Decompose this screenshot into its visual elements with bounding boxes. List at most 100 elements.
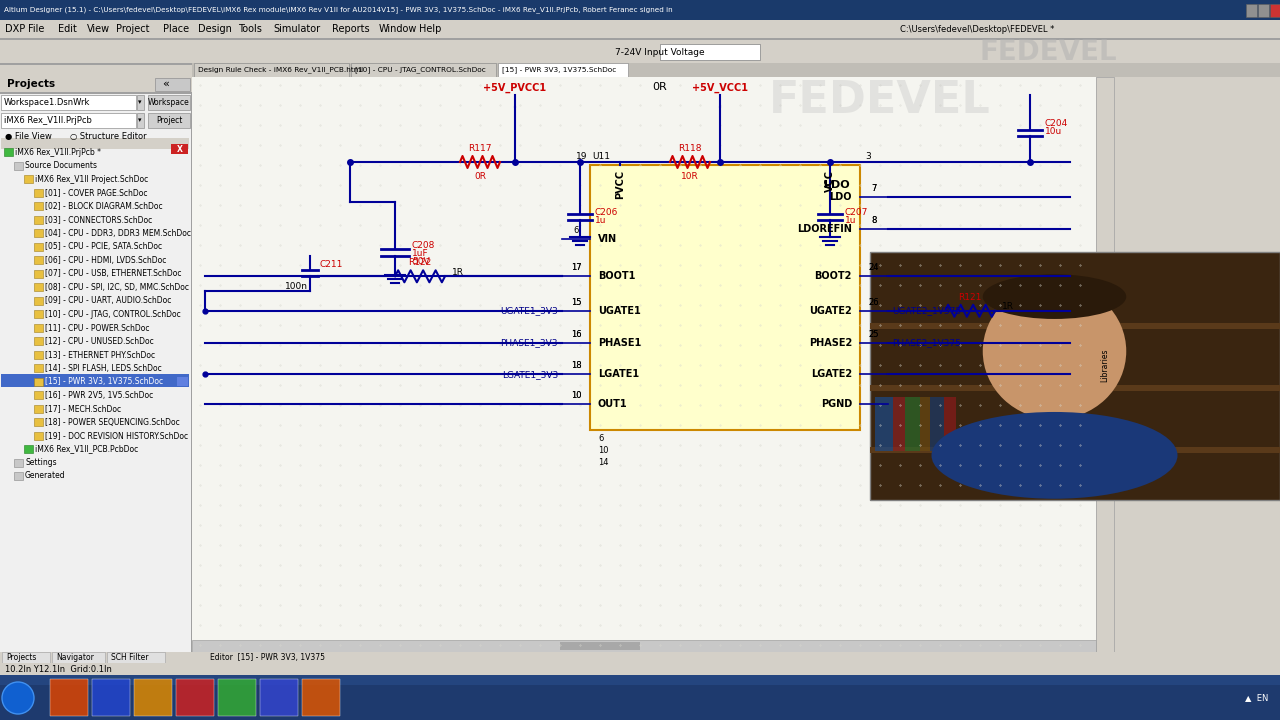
- Text: Workspace: Workspace: [148, 98, 189, 107]
- Bar: [35, 202, 44, 210]
- Bar: [35, 310, 44, 318]
- Bar: [14, 472, 23, 480]
- Bar: [3, 652, 50, 663]
- Text: 15: 15: [571, 298, 581, 307]
- Text: 16: 16: [571, 330, 581, 338]
- Bar: [1258, 4, 1268, 17]
- Text: [11] - CPU - POWER.SchDoc: [11] - CPU - POWER.SchDoc: [45, 323, 150, 332]
- Bar: [0, 663, 1280, 675]
- Text: [09] - CPU - UART, AUDIO.SchDoc: [09] - CPU - UART, AUDIO.SchDoc: [45, 296, 172, 305]
- Bar: [192, 63, 1280, 77]
- Text: LDO: LDO: [829, 192, 852, 202]
- Text: Project: Project: [156, 116, 182, 125]
- Text: 0R: 0R: [474, 172, 486, 181]
- Bar: [351, 63, 495, 77]
- Text: +5V_VCC1: +5V_VCC1: [692, 83, 748, 93]
- Text: PHASE2: PHASE2: [809, 338, 852, 348]
- Text: 8: 8: [872, 215, 877, 225]
- Bar: [195, 63, 349, 77]
- Bar: [35, 215, 44, 223]
- Text: 1uF: 1uF: [412, 248, 429, 258]
- Bar: [1270, 4, 1280, 17]
- Bar: [148, 113, 189, 128]
- Text: [15] - PWR 3V3, 1V375.SchDoc: [15] - PWR 3V3, 1V375.SchDoc: [45, 377, 163, 386]
- Text: VIN: VIN: [598, 234, 617, 244]
- Text: UGATE1_3V3: UGATE1_3V3: [500, 306, 558, 315]
- Bar: [35, 229, 44, 237]
- Text: [10] - CPU - JTAG_CONTROL.SchDoc: [10] - CPU - JTAG_CONTROL.SchDoc: [355, 67, 485, 73]
- Text: 1R: 1R: [1002, 302, 1014, 311]
- Circle shape: [3, 682, 35, 714]
- Text: Source Documents: Source Documents: [26, 161, 97, 170]
- Text: [03] - CONNECTORS.SchDoc: [03] - CONNECTORS.SchDoc: [45, 215, 152, 224]
- Bar: [1, 138, 189, 149]
- Text: U11: U11: [591, 152, 611, 161]
- Bar: [192, 640, 1096, 652]
- Bar: [35, 269, 44, 277]
- Text: [01] - COVER PAGE.SchDoc: [01] - COVER PAGE.SchDoc: [45, 188, 147, 197]
- Text: 26: 26: [869, 298, 879, 307]
- Text: LGATE1: LGATE1: [598, 369, 639, 379]
- Bar: [660, 44, 760, 60]
- Text: Edit: Edit: [58, 24, 77, 34]
- Bar: [0, 92, 192, 94]
- Text: Window: Window: [378, 24, 416, 34]
- Text: [07] - CPU - USB, ETHERNET.SchDoc: [07] - CPU - USB, ETHERNET.SchDoc: [45, 269, 182, 278]
- Text: 24: 24: [869, 264, 879, 272]
- Text: 18: 18: [571, 361, 581, 370]
- Text: 50V: 50V: [412, 256, 430, 266]
- Text: 6: 6: [573, 226, 579, 235]
- Text: LDO: LDO: [824, 180, 850, 190]
- Text: 6: 6: [598, 434, 603, 443]
- Text: iMX6 Rex_V1II.PrjPcb *: iMX6 Rex_V1II.PrjPcb *: [15, 148, 101, 156]
- Bar: [35, 364, 44, 372]
- Text: 10u: 10u: [1044, 127, 1062, 135]
- Bar: [35, 243, 44, 251]
- Bar: [0, 675, 1280, 685]
- Text: 17: 17: [571, 264, 581, 272]
- Ellipse shape: [932, 412, 1178, 499]
- Text: Navigator: Navigator: [56, 653, 93, 662]
- Bar: [1096, 77, 1114, 652]
- Text: [08] - CPU - SPI, I2C, SD, MMC.SchDoc: [08] - CPU - SPI, I2C, SD, MMC.SchDoc: [45, 282, 189, 292]
- Text: Project: Project: [116, 24, 150, 34]
- Bar: [137, 95, 145, 110]
- Text: [14] - SPI FLASH, LEDS.SchDoc: [14] - SPI FLASH, LEDS.SchDoc: [45, 364, 161, 372]
- Bar: [920, 397, 931, 451]
- Text: [17] - MECH.SchDoc: [17] - MECH.SchDoc: [45, 404, 122, 413]
- Bar: [35, 256, 44, 264]
- Text: Place: Place: [163, 24, 188, 34]
- Bar: [4, 148, 13, 156]
- Text: 8: 8: [872, 215, 877, 225]
- Bar: [870, 252, 1280, 500]
- Bar: [148, 95, 189, 110]
- Text: C207: C207: [845, 207, 868, 217]
- Text: Altium Designer (15.1) - C:\Users\fedevel\Desktop\FEDEVEL\iMX6 Rex module\iMX6 R: Altium Designer (15.1) - C:\Users\fedeve…: [4, 6, 672, 14]
- Text: 14: 14: [598, 458, 608, 467]
- Text: [04] - CPU - DDR3, DDR3 MEM.SchDoc: [04] - CPU - DDR3, DDR3 MEM.SchDoc: [45, 228, 191, 238]
- Text: ▾: ▾: [138, 117, 142, 124]
- Text: Projects: Projects: [6, 79, 55, 89]
- Text: [16] - PWR 2V5, 1V5.SchDoc: [16] - PWR 2V5, 1V5.SchDoc: [45, 390, 154, 400]
- Bar: [1245, 4, 1257, 17]
- Text: [18] - POWER SEQUENCING.SchDoc: [18] - POWER SEQUENCING.SchDoc: [45, 418, 179, 426]
- Text: +5V_PVCC1: +5V_PVCC1: [484, 83, 547, 93]
- Text: ▲  EN: ▲ EN: [1244, 693, 1268, 703]
- Bar: [0, 40, 1280, 63]
- Text: 26: 26: [869, 298, 879, 307]
- Text: BOOT1: BOOT1: [598, 271, 635, 282]
- Bar: [870, 385, 1280, 392]
- Text: 15: 15: [571, 298, 581, 307]
- Bar: [35, 391, 44, 399]
- Bar: [192, 77, 1096, 652]
- Text: 3: 3: [865, 152, 870, 161]
- Bar: [905, 397, 920, 451]
- Bar: [35, 189, 44, 197]
- Text: iMX6 Rex_V1II Project.SchDoc: iMX6 Rex_V1II Project.SchDoc: [35, 174, 148, 184]
- Text: 100n: 100n: [285, 282, 308, 291]
- Ellipse shape: [983, 274, 1126, 319]
- Text: ▾: ▾: [138, 99, 142, 106]
- Text: Simulator: Simulator: [274, 24, 320, 34]
- Text: DXP: DXP: [5, 24, 26, 34]
- Text: LGATE2: LGATE2: [810, 369, 852, 379]
